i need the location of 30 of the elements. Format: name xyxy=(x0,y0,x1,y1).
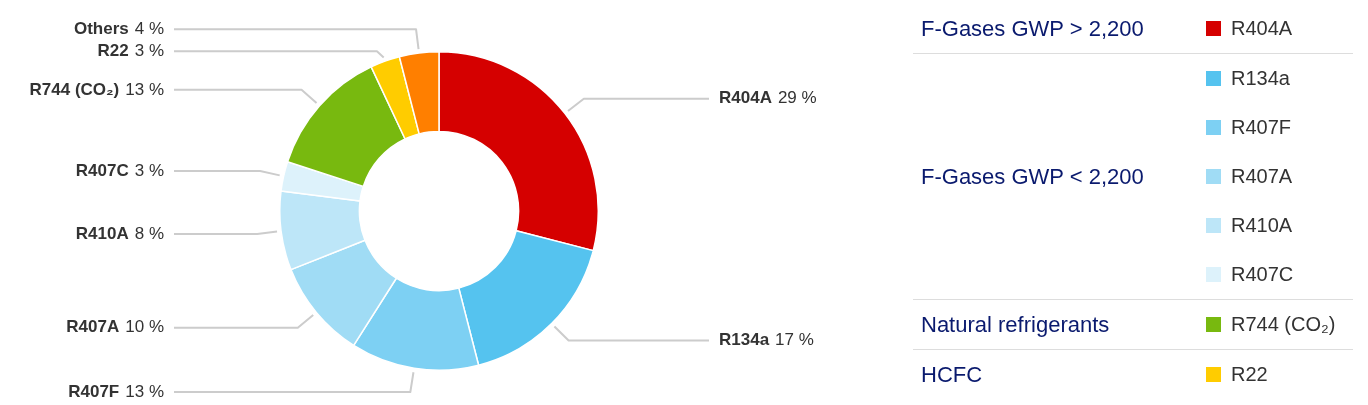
data-label: 10 % xyxy=(125,317,164,337)
data-label: 3 % xyxy=(134,160,164,180)
legend-label: R407C xyxy=(1231,263,1294,286)
slice-label: R744 (CO₂) xyxy=(29,79,120,99)
slice-label: R407F xyxy=(68,381,120,401)
legend-label: R404A xyxy=(1231,17,1293,40)
slice-label: Others xyxy=(73,18,129,38)
slice-label: R404A xyxy=(719,88,772,108)
data-label: 17 % xyxy=(775,330,814,350)
text: HCFC xyxy=(921,361,983,387)
data-label: 4 % xyxy=(134,18,164,38)
slice-label: R407C xyxy=(75,160,129,180)
legend-label: R407F xyxy=(1231,116,1292,139)
text: Natural refrigerants xyxy=(921,311,1110,337)
data-label: 3 % xyxy=(134,40,164,60)
legend-label: R407A xyxy=(1231,165,1293,188)
data-label: 29 % xyxy=(777,88,817,108)
text: F-Gases GWP < 2,200 xyxy=(921,163,1144,189)
slice-label: R410A xyxy=(75,223,129,243)
legend-label: R744 (CO₂) xyxy=(1231,313,1336,336)
legend-label: R410A xyxy=(1231,214,1293,237)
data-label: 13 % xyxy=(125,381,164,401)
slice-label: R407A xyxy=(66,317,120,337)
slice-label: R22 xyxy=(97,40,129,60)
text: F-Gases GWP > 2,200 xyxy=(921,15,1144,41)
legend-label: R22 xyxy=(1231,363,1268,386)
legend-label: R134a xyxy=(1231,67,1290,90)
slice-label: R134a xyxy=(719,330,770,350)
data-label: 8 % xyxy=(134,223,164,243)
data-label: 13 % xyxy=(125,79,164,99)
